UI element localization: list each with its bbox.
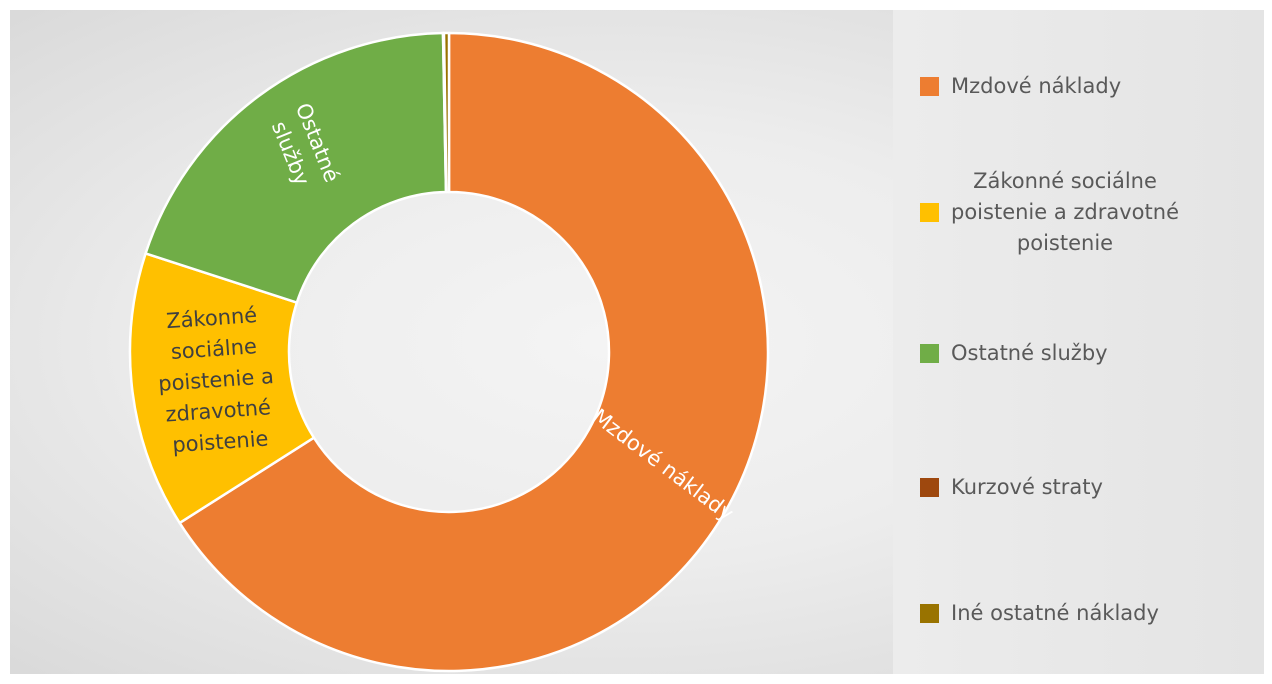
legend-label-kurzove-straty: Kurzové straty — [951, 475, 1103, 499]
slice-0 — [178, 31, 770, 673]
legend-item-kurzove-straty: Kurzové straty — [920, 472, 1250, 503]
slices-group — [128, 31, 770, 673]
legend-label-mzdove-naklady: Mzdové náklady — [951, 74, 1122, 98]
legend-item-ostatne-sluzby: Ostatné služby — [920, 338, 1250, 369]
slice-data-label-line: sociálne — [170, 334, 258, 364]
legend-swatch-kurzove-straty — [920, 478, 939, 497]
slice-4 — [442, 31, 451, 194]
legend-item-zakonne-poistenie: Zákonné sociálne poistenie a zdravotné p… — [920, 166, 1250, 259]
legend-item-ine-ostatne-naklady: Iné ostatné náklady — [920, 598, 1250, 629]
legend-label-ostatne-sluzby: Ostatné služby — [951, 341, 1108, 365]
legend-swatch-ine-ostatne-naklady — [920, 604, 939, 623]
legend-label-zakonne-poistenie: Zákonné sociálne poistenie a zdravotné p… — [951, 169, 1179, 255]
slice-2 — [144, 31, 448, 304]
legend-swatch-mzdove-naklady — [920, 77, 939, 96]
legend-item-mzdove-naklady: Mzdové náklady — [920, 71, 1250, 102]
legend-swatch-zakonne-poistenie — [920, 203, 939, 222]
slice-1 — [128, 252, 316, 525]
legend-label-ine-ostatne-naklady: Iné ostatné náklady — [951, 601, 1159, 625]
legend-panel — [893, 10, 1264, 674]
legend-swatch-ostatne-sluzby — [920, 344, 939, 363]
